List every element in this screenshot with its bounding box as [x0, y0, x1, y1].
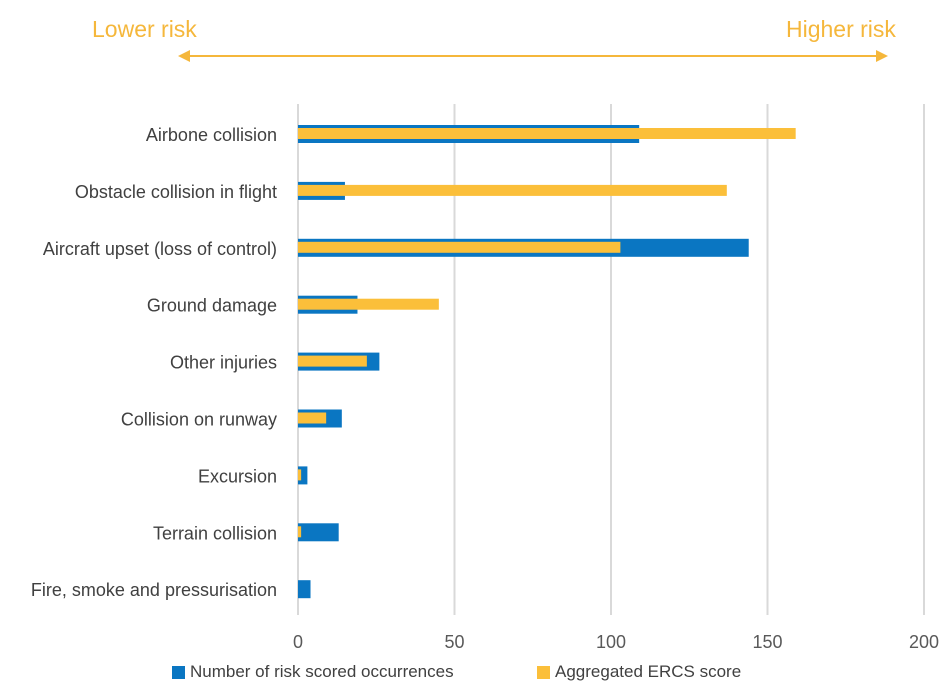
category-label: Excursion [198, 466, 277, 486]
bar-ercs [298, 184, 727, 196]
bar-ercs [298, 526, 302, 538]
x-tick-label: 100 [596, 632, 626, 652]
category-label: Aircraft upset (loss of control) [43, 239, 277, 259]
x-tick-label: 200 [909, 632, 939, 652]
x-tick-label: 0 [293, 632, 303, 652]
bar-ercs [298, 298, 439, 310]
bar-occurrences [298, 523, 339, 542]
legend-label-ercs: Aggregated ERCS score [555, 662, 742, 681]
legend-label-occurrences: Number of risk scored occurrences [190, 662, 454, 681]
category-label: Obstacle collision in flight [75, 182, 277, 202]
risk-direction-arrow [178, 50, 888, 62]
bar-ercs [298, 469, 302, 481]
lower-risk-label: Lower risk [92, 16, 197, 42]
gridlines [297, 104, 925, 615]
category-label: Ground damage [147, 296, 277, 316]
x-tick-label: 50 [444, 632, 464, 652]
category-label: Other injuries [170, 353, 277, 373]
bar-occurrences [298, 580, 311, 599]
category-labels: Airbone collision Obstacle collision in f… [31, 125, 277, 600]
legend-item-occurrences: Number of risk scored occurrences [172, 662, 454, 682]
bar-ercs [298, 128, 796, 139]
bars [298, 125, 796, 599]
bar-ercs [298, 241, 621, 253]
category-label: Collision on runway [121, 410, 277, 430]
legend: Number of risk scored occurrences Aggreg… [0, 662, 944, 684]
category-label: Airbone collision [146, 125, 277, 145]
x-tick-labels: 0 50 100 150 200 [293, 632, 939, 652]
legend-item-ercs: Aggregated ERCS score [537, 662, 741, 682]
x-tick-label: 150 [752, 632, 782, 652]
legend-swatch-ercs [537, 665, 550, 679]
category-label: Terrain collision [153, 523, 277, 543]
legend-swatch-occurrences [172, 665, 185, 679]
bar-occurrences [298, 466, 308, 485]
bar-ercs [298, 412, 327, 424]
bar-ercs [298, 355, 367, 367]
higher-risk-label: Higher risk [786, 16, 896, 42]
category-label: Fire, smoke and pressurisation [31, 580, 277, 600]
